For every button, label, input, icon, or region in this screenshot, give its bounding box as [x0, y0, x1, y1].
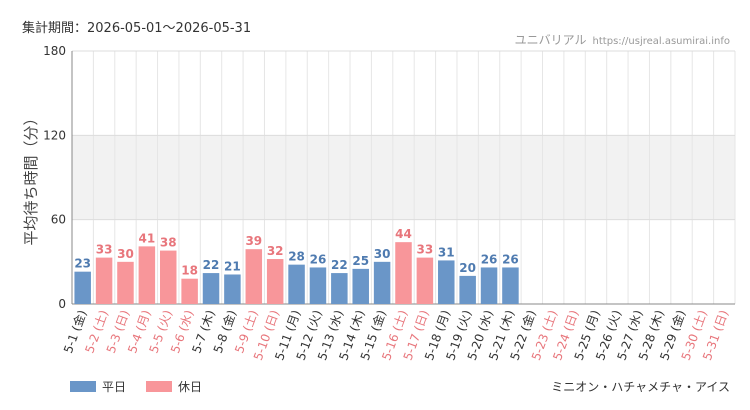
- period-label: 集計期間：2026-05-01～2026-05-31: [22, 21, 252, 36]
- legend-label-weekday: 平日: [102, 380, 127, 394]
- bar-value-label: 30: [117, 247, 134, 261]
- bar-value-label: 20: [459, 261, 476, 275]
- bar-value-label: 21: [224, 259, 241, 273]
- legend-item-weekday: 平日: [70, 378, 126, 395]
- bar: [138, 246, 156, 304]
- bar-value-label: 41: [139, 231, 156, 245]
- legend-swatch-weekday: [70, 381, 96, 392]
- site-credit[interactable]: ユニバリアル https://usjreal.asumirai.info: [515, 31, 730, 48]
- bar-value-label: 32: [267, 244, 284, 258]
- y-tick-label: 0: [58, 297, 66, 311]
- bar-value-label: 38: [160, 236, 177, 250]
- bar: [159, 250, 177, 304]
- bar-value-label: 33: [96, 243, 113, 257]
- bar: [245, 249, 263, 304]
- bar: [117, 261, 134, 304]
- legend-label-holiday: 休日: [178, 380, 203, 394]
- bar-value-label: 26: [502, 252, 519, 266]
- bar-value-label: 26: [310, 252, 327, 266]
- bar: [202, 273, 220, 304]
- y-tick-label: 120: [43, 128, 66, 142]
- bar-value-label: 22: [203, 258, 220, 272]
- legend: 平日 休日: [70, 378, 222, 395]
- bar: [480, 267, 498, 304]
- y-tick-label: 60: [51, 213, 66, 227]
- attraction-name: ミニオン・ハチャメチャ・アイス: [551, 380, 730, 394]
- bar: [438, 260, 455, 304]
- y-tick-label: 180: [43, 44, 66, 58]
- bar: [309, 267, 327, 304]
- bar: [288, 264, 305, 304]
- bar: [74, 271, 91, 304]
- bar: [224, 274, 241, 304]
- bar: [502, 267, 519, 304]
- bar-value-label: 18: [181, 264, 198, 278]
- bar-value-label: 31: [438, 245, 455, 259]
- site-name: ユニバリアル: [514, 33, 587, 47]
- bar-value-label: 23: [74, 257, 91, 271]
- bar: [181, 278, 198, 304]
- bar: [459, 275, 476, 304]
- bar: [331, 273, 348, 304]
- bar: [352, 268, 369, 304]
- bar-value-label: 28: [288, 250, 305, 264]
- bar-value-label: 26: [481, 252, 498, 266]
- bar-value-label: 25: [352, 254, 369, 268]
- bar-value-label: 30: [374, 247, 391, 261]
- legend-swatch-holiday: [146, 381, 173, 392]
- site-url[interactable]: https://usjreal.asumirai.info: [592, 36, 730, 47]
- bar: [373, 261, 391, 304]
- y-axis-label: 平均待ち時間（分）: [22, 110, 40, 245]
- shaded-band: [72, 135, 735, 220]
- bar: [266, 259, 284, 304]
- bar: [95, 257, 113, 304]
- bar-value-label: 39: [245, 234, 262, 248]
- bar-value-label: 22: [331, 258, 348, 272]
- bar-value-label: 44: [395, 227, 412, 241]
- bar-value-label: 33: [417, 243, 434, 257]
- bar: [416, 257, 434, 304]
- legend-item-holiday: 休日: [146, 378, 202, 395]
- bar: [395, 242, 412, 304]
